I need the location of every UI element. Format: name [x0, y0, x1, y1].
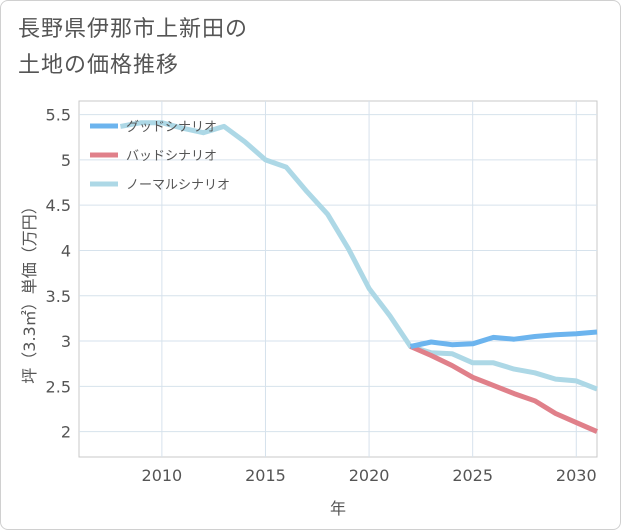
- legend-label: バッドシナリオ: [126, 149, 217, 164]
- chart-title: 長野県伊那市上新田の 土地の価格推移: [18, 17, 249, 78]
- x-tick-label: 2025: [452, 466, 493, 485]
- series-lines: [119, 120, 598, 434]
- y-tick-label: 2: [61, 423, 71, 442]
- grid: [78, 100, 598, 458]
- plot-border: [78, 100, 598, 458]
- x-tick-label: 2010: [142, 466, 183, 485]
- legend-label: グッドシナリオ: [126, 120, 217, 135]
- y-tick-label: 4: [61, 241, 71, 260]
- x-tick-labels: 2010 2015 2020 2025 2030: [142, 466, 597, 485]
- y-tick-label: 2.5: [46, 377, 71, 396]
- x-axis-title: 年: [330, 499, 346, 518]
- x-tick-label: 2030: [556, 466, 597, 485]
- series-line-1: [409, 344, 598, 434]
- y-tick-label: 3.5: [46, 287, 71, 306]
- series-line-2: [119, 120, 598, 392]
- legend-label: ノーマルシナリオ: [126, 178, 230, 193]
- y-tick-label: 5.5: [46, 106, 71, 125]
- y-tick-label: 5: [61, 151, 71, 170]
- x-tick-label: 2020: [349, 466, 390, 485]
- x-tick-label: 2015: [245, 466, 286, 485]
- y-tick-labels: 2 2.5 3 3.5 4 4.5 5 5.5: [46, 106, 71, 442]
- series-line-0: [409, 329, 598, 349]
- y-tick-label: 3: [61, 332, 71, 351]
- y-axis-title: 坪（3.3㎡）単価（万円）: [20, 198, 39, 383]
- y-tick-label: 4.5: [46, 196, 71, 215]
